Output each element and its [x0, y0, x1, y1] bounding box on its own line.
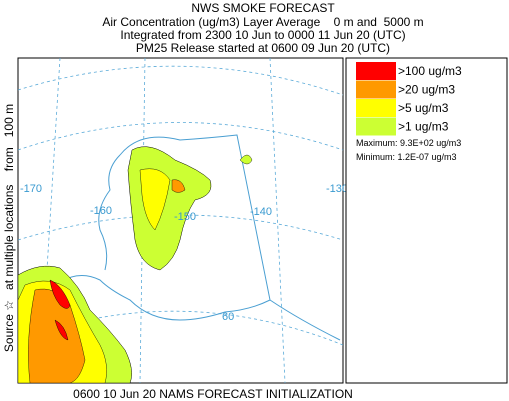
legend: Maximum: 9.3E+02 ug/m3 Minimum: 1.2E-07 …	[345, 57, 508, 384]
legend-label: >1 ug/m3	[398, 120, 449, 134]
smoke-area	[49, 279, 71, 341]
smoke-area	[239, 154, 253, 165]
map-label: -160	[90, 205, 112, 217]
subtitle: Integrated from 2300 10 Jun to 0000 11 J…	[120, 28, 405, 42]
map-label: -170	[20, 183, 42, 195]
smoke-area	[171, 179, 186, 193]
legend-label: >5 ug/m3	[398, 101, 449, 115]
map: -170 -160 -150 -140 -130 60	[17, 57, 348, 384]
side-label: Source ☆ at multiple locations from 100 …	[2, 104, 16, 352]
legend-label: >20 ug/m3	[398, 83, 455, 97]
legend-max: Maximum: 9.3E+02 ug/m3	[356, 138, 461, 148]
title: NWS SMOKE FORECAST	[191, 1, 335, 15]
legend-min: Minimum: 1.2E-07 ug/m3	[356, 152, 457, 162]
map-label: 60	[222, 311, 234, 323]
legend-swatch	[356, 99, 396, 117]
map-label: -140	[250, 206, 272, 218]
legend-label: >100 ug/m3	[398, 64, 462, 78]
legend-swatch	[356, 117, 396, 136]
subtitle: PM25 Release started at 0600 09 Jun 20 (…	[136, 41, 390, 55]
map-label: -130	[326, 183, 348, 195]
legend-swatch	[356, 62, 396, 80]
subtitle: Air Concentration (ug/m3) Layer Average …	[102, 15, 423, 29]
map-label: -150	[174, 211, 196, 223]
smoke-area	[139, 168, 171, 231]
legend-swatch	[356, 80, 396, 99]
footer: 0600 10 Jun 20 NAMS FORECAST INITIALIZAT…	[73, 387, 353, 401]
